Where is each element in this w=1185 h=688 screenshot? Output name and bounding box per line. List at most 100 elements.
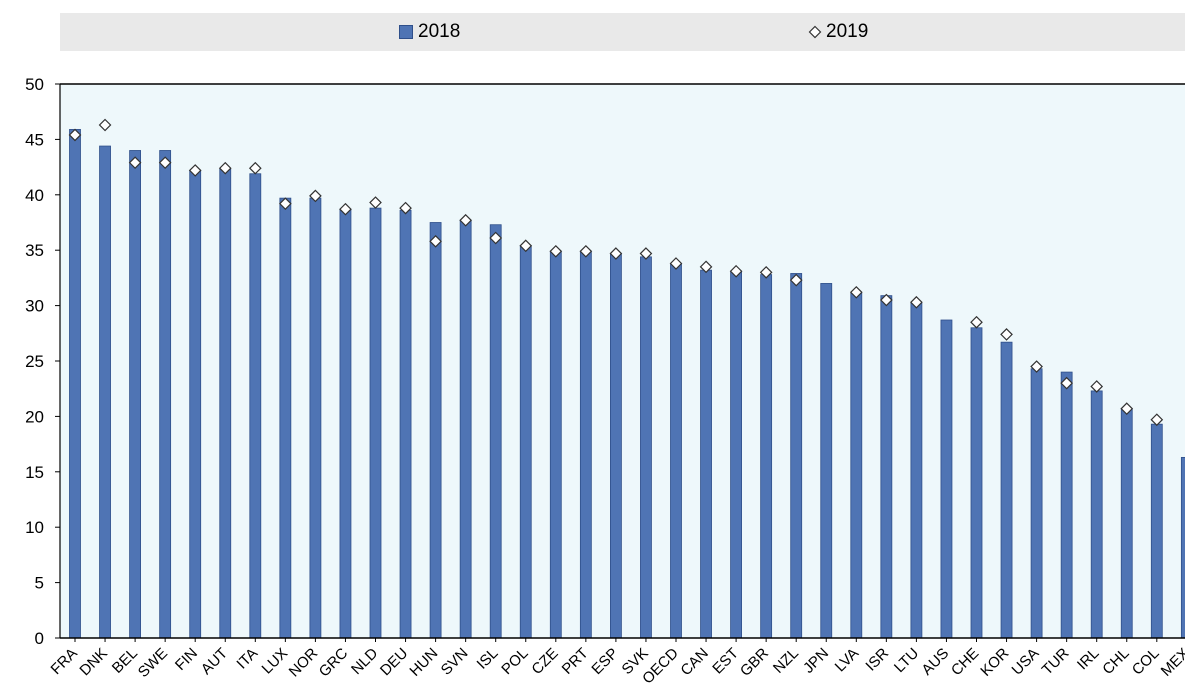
x-tick-label-aut: AUT: [198, 645, 231, 678]
y-axis: 0 5 10 15 20 25 30 35 40 45 50: [25, 75, 1185, 648]
x-tick-label-kor: KOR: [977, 645, 1012, 680]
marker-2019-grc: [339, 202, 352, 216]
legend-item-2018: 2018: [399, 13, 460, 51]
marker-2019-usa: [1030, 360, 1043, 373]
marker-2019-irl: [1090, 380, 1104, 393]
x-tick-label-mex: MEX: [1158, 645, 1185, 680]
bar-2018-grc: [339, 208, 352, 639]
x-tick-label-fin: FIN: [172, 645, 201, 674]
x-tick-label-esp: ESP: [588, 645, 621, 678]
bar-2018-can: [700, 269, 712, 639]
bar-2018-aus: [940, 319, 953, 639]
bar-swatch-icon: [399, 25, 413, 39]
x-tick-label-ita: ITA: [233, 645, 261, 673]
x-tick-label-est: EST: [709, 645, 742, 678]
bar-2018-mex: [1180, 456, 1185, 639]
legend-item-2019: 2019: [808, 13, 868, 51]
bar-2018-lva: [850, 293, 863, 639]
x-tick-label-gbr: GBR: [737, 645, 772, 680]
bar-2018-swe: [159, 150, 172, 639]
y-tick-label: 15: [25, 463, 44, 482]
marker-2019-prt: [579, 244, 593, 258]
legend-label-2019: 2019: [826, 21, 869, 42]
x-tick-label-prt: PRT: [559, 645, 592, 678]
bar-2018-oecd: [670, 263, 682, 639]
marker-2019-can: [699, 260, 713, 274]
bar-2018-dnk: [99, 145, 111, 639]
marker-2019-hun: [429, 234, 442, 248]
x-tick-label-lux: LUX: [259, 645, 292, 678]
bar-2018-usa: [1030, 368, 1043, 639]
x-tick-label-nor: NOR: [286, 645, 322, 681]
bar-2018-col: [1150, 423, 1163, 639]
y-tick-label: 35: [25, 241, 44, 260]
bar-2018-kor: [1000, 341, 1013, 639]
bar-2018-cze: [549, 250, 562, 639]
marker-2019-cze: [549, 244, 563, 258]
marker-2019-gbr: [759, 266, 773, 279]
x-tick-label-deu: DEU: [377, 645, 411, 679]
bar-2018-chl: [1120, 408, 1133, 639]
y-tick-label: 20: [25, 407, 44, 426]
x-tick-label-isr: ISR: [862, 645, 892, 675]
bar-2018-svn: [459, 219, 472, 639]
diamond-marker-icon: [808, 25, 822, 39]
marker-2019-ita: [248, 161, 262, 175]
marker-2019-lva: [849, 285, 863, 299]
x-tick-label-col: COL: [1129, 645, 1163, 679]
bar-2018-gbr: [760, 274, 773, 639]
y-tick-label: 45: [25, 130, 44, 149]
marker-2019-chl: [1120, 402, 1134, 415]
x-tick-label-svn: SVN: [438, 645, 472, 679]
x-tick-label-can: CAN: [677, 645, 711, 679]
x-tick-label-che: CHE: [948, 645, 982, 679]
x-tick-label-ltu: LTU: [891, 645, 922, 676]
x-tick-label-bel: BEL: [109, 645, 141, 677]
bar-2018-jpn: [820, 283, 833, 639]
bar-2018-prt: [579, 250, 592, 639]
x-tick-label-fra: FRA: [48, 645, 81, 678]
marker-2019-svk: [639, 247, 653, 260]
bar-2018-fin: [189, 170, 202, 639]
legend: 2018 2019: [60, 13, 1185, 51]
bar-2018-irl: [1090, 390, 1103, 639]
bar-2018-nzl: [790, 273, 803, 639]
marker-2019-nld: [369, 196, 382, 209]
marker-2019-ltu: [910, 295, 923, 309]
marker-2019-tur: [1060, 376, 1073, 390]
bar-2018-svk: [640, 256, 652, 639]
marker-2019-isr: [880, 293, 893, 307]
bar-2018-est: [730, 270, 742, 639]
y-tick-label: 5: [35, 574, 44, 593]
x-tick-label-lva: LVA: [832, 645, 863, 676]
bar-2018-tur: [1060, 371, 1073, 639]
bar-2018-deu: [399, 209, 412, 639]
bar-2018-ltu: [910, 302, 923, 639]
bar-series-2018: [69, 129, 1185, 639]
x-tick-label-grc: GRC: [316, 645, 352, 681]
marker-2019-deu: [399, 201, 412, 215]
y-tick-label: 0: [35, 629, 44, 648]
x-tick-label-nld: NLD: [348, 645, 381, 678]
legend-label-2018: 2018: [418, 21, 461, 42]
bar-2018-isr: [880, 295, 893, 639]
x-tick-label-swe: SWE: [135, 645, 171, 681]
bar-2018-ita: [249, 173, 262, 639]
bar-2018-che: [970, 327, 983, 639]
marker-2019-esp: [609, 247, 623, 260]
bar-2018-pol: [519, 245, 532, 639]
x-tick-label-usa: USA: [1009, 645, 1043, 679]
x-tick-label-irl: IRL: [1074, 645, 1103, 674]
y-tick-label: 50: [25, 75, 44, 94]
bar-2018-isl: [489, 224, 502, 639]
x-tick-label-hun: HUN: [406, 645, 441, 680]
marker-2019-fra: [68, 128, 82, 142]
x-tick-label-nzl: NZL: [770, 645, 802, 677]
marker-2019-kor: [1000, 328, 1013, 341]
x-tick-label-dnk: DNK: [76, 645, 110, 679]
bar-2018-bel: [129, 150, 142, 639]
marker-2019-nzl: [789, 273, 803, 287]
plot-area: [60, 84, 1185, 638]
